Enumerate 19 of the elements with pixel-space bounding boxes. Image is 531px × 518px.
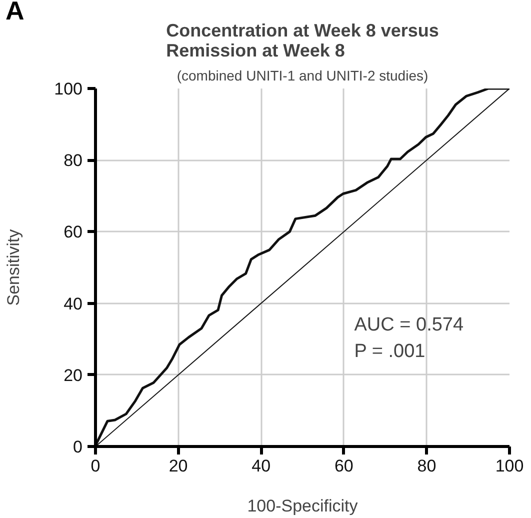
text: A — [6, 0, 24, 26]
chart-title: Concentration at Week 8 versus Remission at Week 8 — [166, 20, 439, 60]
y-tick-label: 80 — [64, 151, 83, 170]
x-tick-label: 60 — [334, 456, 354, 476]
x-axis-title: 100-Specificity — [247, 496, 358, 516]
y-tick-label: 20 — [64, 366, 83, 385]
x-tick-label: 100 — [495, 456, 524, 476]
chart-subtitle: (combined UNITI-1 and UNITI-2 studies) — [176, 68, 428, 84]
x-tick-label: 40 — [252, 456, 271, 476]
annotation: AUC = 0.574 — [354, 314, 464, 336]
x-tick-label: 20 — [168, 456, 188, 476]
y-tick-label: 0 — [73, 438, 83, 456]
y-tick-label: 60 — [64, 222, 83, 242]
annotation: P = .001 — [354, 341, 426, 362]
y-tick-label: 100 — [54, 80, 83, 98]
x-tick-label: 80 — [417, 456, 436, 476]
y-axis-title: Sensitivity — [4, 228, 24, 306]
x-tick-label: 0 — [90, 456, 100, 476]
y-tick-label: 40 — [64, 294, 83, 314]
